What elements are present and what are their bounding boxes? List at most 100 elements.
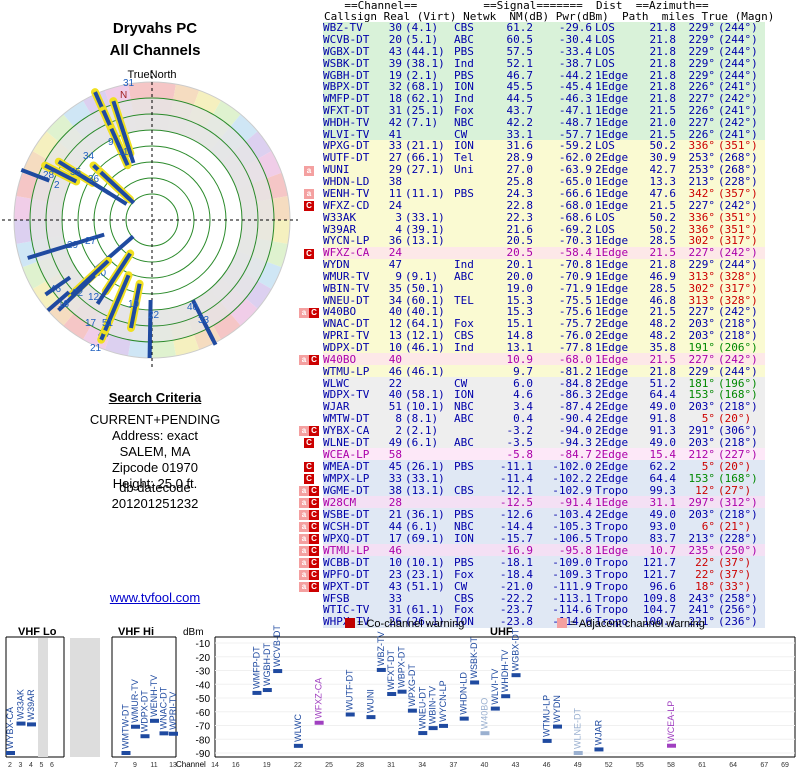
cell-pwr: -29.6 (558, 21, 592, 35)
cell-net: Tel (454, 151, 474, 165)
cell-virt: (6.1) (405, 519, 439, 533)
cell-dist: 49.0 (649, 400, 677, 414)
cell-call: WTMU-LP (323, 543, 370, 557)
cell-call: WCVB-DT (323, 33, 370, 47)
station-spoke (119, 124, 136, 164)
warning-cell (298, 104, 323, 117)
cochannel-warning-icon: C (309, 558, 319, 569)
cell-dist: 50.2 (649, 222, 677, 236)
cell-az: 5° (701, 411, 715, 425)
cell-az: 229° (688, 44, 716, 58)
cell-mag: (328°) (718, 269, 758, 283)
station-bar (387, 692, 397, 697)
cell-virt: (13.1) (405, 483, 445, 497)
cell-dist: 21.8 (649, 33, 677, 47)
cell-virt: (33.1) (405, 210, 445, 224)
cell-path: 1Edge (595, 258, 629, 272)
warning-cell: C (298, 436, 323, 449)
adjacent-warning-icon: a (299, 498, 309, 509)
table-row: WCVB-DT 20 (5.1) ABC 60.5 -30.4 LOS 21.8 229° (24… (298, 33, 765, 47)
cell-pwr: -57.7 (558, 127, 592, 141)
station-bar (262, 688, 272, 693)
cell-real: 21 (388, 507, 402, 521)
station-bar-label: WLWC (293, 714, 303, 742)
cell-virt: (38.1) (405, 56, 445, 70)
cell-mag: (328°) (718, 293, 758, 307)
cell-mag: (357°) (718, 186, 758, 200)
cell-dist: 21.5 (649, 103, 677, 117)
cell-net: NBC (454, 519, 474, 533)
cell-pwr: -113.1 (552, 591, 592, 605)
cochannel-warning-icon: C (309, 522, 319, 533)
cell-real: 46 (388, 364, 402, 378)
channel-tick-label: 28 (356, 762, 364, 768)
cell-virt: (25.1) (405, 103, 445, 117)
cell-real: 31 (388, 103, 402, 117)
station-bar (366, 715, 376, 720)
station-spoke (44, 163, 78, 184)
table-row: WPRI-TV 13 (12.1) CBS 14.8 -76.0 2Edge 48.2 203°… (298, 329, 765, 342)
true-north-label: TrueNorth (127, 69, 176, 81)
station-bar-label: WFXZ-CA (314, 678, 324, 719)
cell-nm: 6.0 (513, 376, 533, 390)
cell-nm: 44.5 (506, 92, 534, 106)
warning-cell (298, 341, 323, 354)
channel-tick-label: 2 (8, 762, 12, 768)
cell-dist: 21.8 (649, 68, 677, 82)
cell-real: 35 (388, 281, 402, 295)
table-row: a C WGME-DT 38 (13.1) CBS -12.1 -102.9 Tropo 99.3… (298, 483, 765, 497)
cell-nm: 15.1 (506, 317, 534, 331)
cell-mag: (312°) (718, 495, 758, 509)
cell-mag: (256°) (718, 603, 758, 617)
cell-mag: (351°) (718, 222, 758, 236)
station-bar-label: WUTF-DT (345, 669, 355, 710)
cell-virt: (40.1) (405, 305, 445, 319)
cell-virt: (7.1) (405, 115, 439, 129)
cell-call: WBZ-TV (323, 21, 363, 35)
cell-dist: 49.0 (649, 435, 677, 449)
cell-real: 29 (388, 163, 402, 177)
tvfool-link[interactable]: www.tvfool.com (109, 590, 201, 605)
cell-real: 46 (388, 543, 402, 557)
cell-az: 235° (688, 543, 716, 557)
cell-call: WPFO-DT (323, 567, 370, 581)
cell-az: 302° (688, 234, 716, 248)
station-bar-label: WYDN (552, 695, 562, 723)
cell-net (454, 199, 491, 211)
station-bar-label: WYCN-LP (438, 680, 448, 722)
table-group-header: ==Channel== ==Signal======= Dist ==Azimu… (298, 0, 709, 12)
cell-nm: 52.1 (506, 56, 534, 70)
adjacent-warning-icon: a (299, 534, 309, 545)
cell-dist: 10.7 (649, 543, 677, 557)
cell-virt: (13.1) (405, 234, 445, 248)
cell-call: WHDH-TV (323, 115, 370, 129)
cell-path: Tropo (595, 615, 629, 629)
cochannel-warning-icon: C (309, 546, 319, 557)
cell-path: LOS (595, 44, 615, 58)
cell-virt: (39.1) (405, 222, 445, 236)
station-spoke-label: 35 (70, 167, 82, 178)
cell-mag: (241°) (718, 127, 758, 141)
y-tick-label: -20 (196, 653, 211, 664)
cell-call: WNEU-DT (323, 293, 370, 307)
warning-cell (298, 270, 323, 283)
cell-net: CW (454, 376, 468, 390)
cell-mag: (27°) (718, 483, 752, 497)
cell-az: 22° (695, 567, 715, 581)
cell-call: WPXT-DT (323, 579, 370, 593)
cell-pwr: -114.6 (552, 615, 592, 629)
table-row: WMTW-DT 8 (8.1) ABC 0.4 -90.4 2Edge 91.8 5° (20°) (298, 411, 765, 425)
cell-dist: 31.1 (649, 495, 677, 509)
cell-mag: (306°) (718, 423, 758, 437)
cell-virt: (23.1) (405, 567, 445, 581)
cell-nm: 13.1 (506, 340, 534, 354)
cell-az: 229° (688, 258, 716, 272)
cochannel-warning-icon: C (304, 462, 314, 473)
table-row: WTIC-TV 31 (61.1) Fox -23.7 -114.6 Tropo 104.7 2… (298, 603, 765, 617)
station-spoke (20, 167, 51, 183)
cell-call: W39AR (323, 222, 357, 236)
channel-tick-label: 61 (698, 762, 706, 768)
